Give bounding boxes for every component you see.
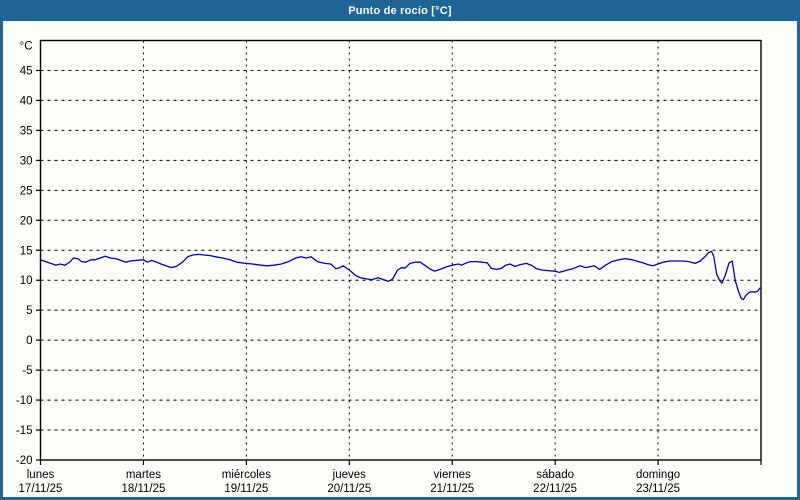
plot-area <box>39 39 762 461</box>
y-tick-label: 5 <box>26 305 32 317</box>
x-day-label: domingo <box>636 469 680 481</box>
chart-title-bar: Punto de rocío [°C] <box>0 0 800 21</box>
y-tick-label: 25 <box>20 185 33 197</box>
series-line-punto-de-rocio <box>39 250 761 301</box>
y-tick-label: -20 <box>16 455 33 467</box>
x-day-label: martes <box>126 469 161 481</box>
y-tick-label: 15 <box>20 245 33 257</box>
y-tick-label: -15 <box>16 425 33 437</box>
y-tick-label: 35 <box>20 125 33 137</box>
x-date-label: 17/11/25 <box>19 483 63 495</box>
plot-border <box>39 39 762 461</box>
series-lines <box>39 250 761 301</box>
y-axis-unit-label: °C <box>20 41 33 53</box>
chart-title: Punto de rocío [°C] <box>348 4 452 17</box>
x-date-label: 23/11/25 <box>636 483 680 495</box>
x-date-label: 21/11/25 <box>430 483 474 495</box>
y-tick-label: 30 <box>20 155 33 167</box>
y-tick-label: -5 <box>22 365 32 377</box>
axes <box>36 69 762 465</box>
y-tick-label: 45 <box>20 65 33 77</box>
gridlines <box>40 40 761 460</box>
y-tick-label: 0 <box>26 335 32 347</box>
x-day-label: viernes <box>434 469 471 481</box>
y-tick-label: 40 <box>20 95 33 107</box>
x-day-label: jueves <box>332 469 366 481</box>
x-date-label: 18/11/25 <box>121 483 165 495</box>
x-date-label: 20/11/25 <box>327 483 371 495</box>
x-day-label: miércoles <box>222 469 271 481</box>
axis-labels: 45 40 35 30 25 20 15 10 5 0 -5 -10 -15 -20 °C lunes 17/1… <box>16 41 680 496</box>
x-day-label: sábado <box>536 469 574 481</box>
y-tick-label: 10 <box>20 275 33 287</box>
y-tick-label: 20 <box>20 215 33 227</box>
y-tick-label: -10 <box>16 395 33 407</box>
x-day-label: lunes <box>27 469 55 481</box>
dewpoint-chart: 45 40 35 30 25 20 15 10 5 0 -5 -10 -15 -20 °C lunes 17/1… <box>16 39 762 496</box>
x-date-label: 22/11/25 <box>533 483 577 495</box>
x-date-label: 19/11/25 <box>224 483 268 495</box>
